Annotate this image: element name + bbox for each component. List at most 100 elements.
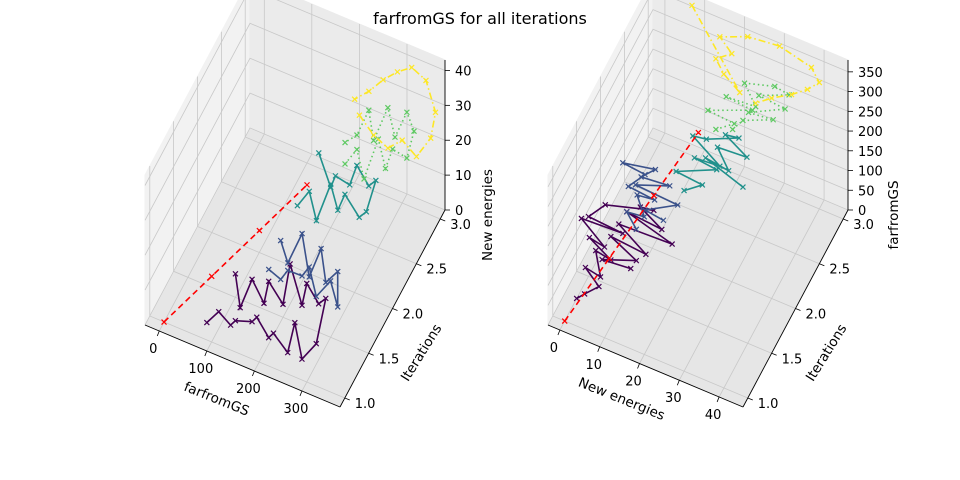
series-2-point — [327, 184, 334, 191]
series-0-point — [249, 276, 255, 283]
y-tick — [795, 308, 801, 311]
z-gridline — [547, 0, 849, 187]
series-3-point — [745, 109, 752, 116]
series-1-point — [322, 279, 329, 286]
y-tick — [440, 218, 446, 222]
series-2-point — [691, 154, 698, 161]
y-tick-label: 3.0 — [450, 218, 471, 233]
series-4-point — [432, 109, 439, 116]
series-1-point — [313, 293, 320, 300]
series-2-point — [306, 188, 313, 195]
y-tick — [747, 397, 753, 401]
series-2-point — [365, 182, 372, 189]
y-tick — [392, 308, 398, 311]
series-0-point — [280, 301, 286, 308]
series-0-point — [265, 278, 272, 285]
series-1-point — [632, 181, 639, 188]
series-3-point — [729, 126, 736, 133]
series-0-point — [601, 244, 608, 250]
series-4-point — [408, 64, 415, 71]
series-3-point — [342, 139, 348, 146]
y-tick-label: 1.5 — [379, 352, 400, 367]
series-0-point — [270, 330, 277, 337]
series-4-point — [728, 50, 735, 57]
series-3-point — [354, 132, 360, 139]
series-0-point — [299, 302, 305, 309]
series-0-point — [253, 314, 260, 321]
series-0-point — [237, 304, 244, 311]
series-0-point — [249, 318, 255, 325]
z-gridline — [547, 48, 849, 247]
series-2-point — [714, 144, 721, 151]
y-tick — [368, 352, 374, 356]
series-3-point — [741, 80, 748, 87]
series-1-point — [660, 217, 667, 224]
series-1-point — [625, 183, 632, 190]
series-line-5 — [163, 184, 308, 323]
y-tick — [819, 263, 825, 267]
series-4-point — [744, 33, 751, 40]
series-2-point — [342, 191, 348, 198]
series-4-point — [808, 64, 815, 71]
series-2-point — [744, 154, 750, 161]
series-4-point — [380, 76, 387, 83]
x-tick — [156, 330, 160, 337]
series-3-point — [755, 92, 762, 99]
z-tick-label: 0 — [858, 204, 866, 219]
series-2-point — [681, 187, 687, 194]
x-tick — [204, 350, 208, 357]
x-tick — [637, 363, 640, 369]
series-3-point — [403, 155, 410, 161]
y-tick-label: 2.0 — [403, 308, 424, 323]
series-1-point — [327, 278, 334, 284]
series-4-point — [384, 145, 391, 152]
series-0-point — [291, 319, 298, 326]
series-0-point — [227, 322, 234, 329]
series-3-point — [382, 165, 389, 172]
z-axis-label: New energies — [480, 169, 496, 261]
series-line-4 — [691, 5, 821, 104]
series-3-point — [353, 146, 360, 153]
series-3-point — [411, 128, 417, 135]
x-tick-label: 40 — [705, 408, 722, 423]
y-tick — [416, 263, 422, 267]
series-1-point — [634, 192, 641, 198]
series-1-point — [642, 207, 649, 214]
x-tick-label: 300 — [284, 402, 309, 417]
series-0-point — [313, 340, 320, 347]
series-5-point — [650, 192, 657, 199]
series-5-point — [695, 129, 702, 136]
series-3-point — [723, 93, 730, 100]
series-1-point — [284, 260, 291, 266]
x-tick-label: 10 — [585, 358, 602, 373]
series-3-point — [731, 120, 738, 127]
series-0-point — [642, 251, 649, 258]
series-0-point — [633, 257, 640, 264]
series-0-point — [303, 280, 310, 287]
y-tick-label: 2.5 — [426, 263, 447, 278]
series-2-point — [315, 150, 322, 156]
series-0-point — [578, 215, 585, 222]
z-tick-label: 200 — [858, 125, 883, 140]
series-4-point — [423, 77, 429, 84]
z-gridline — [547, 127, 849, 326]
y-tick-label: 3.0 — [853, 218, 874, 233]
series-1-point — [306, 274, 313, 280]
z-tick-label: 30 — [455, 99, 472, 114]
z-gridline — [144, 127, 446, 326]
series-1-point — [674, 202, 681, 208]
series-0-point — [322, 295, 329, 302]
series-1-point — [306, 264, 313, 270]
x-tick-label: 0 — [149, 342, 157, 357]
series-1-point — [623, 208, 630, 215]
y-tick — [771, 352, 777, 356]
y-tick-label: 2.5 — [829, 263, 850, 278]
z-tick-label: 40 — [455, 64, 472, 79]
z-tick-label: 150 — [858, 145, 883, 160]
series-0-point — [203, 319, 210, 326]
series-1-point — [666, 182, 673, 189]
series-3-point — [770, 116, 777, 123]
series-0-point — [586, 234, 593, 241]
series-4-point — [736, 89, 743, 96]
series-0-point — [265, 334, 272, 341]
